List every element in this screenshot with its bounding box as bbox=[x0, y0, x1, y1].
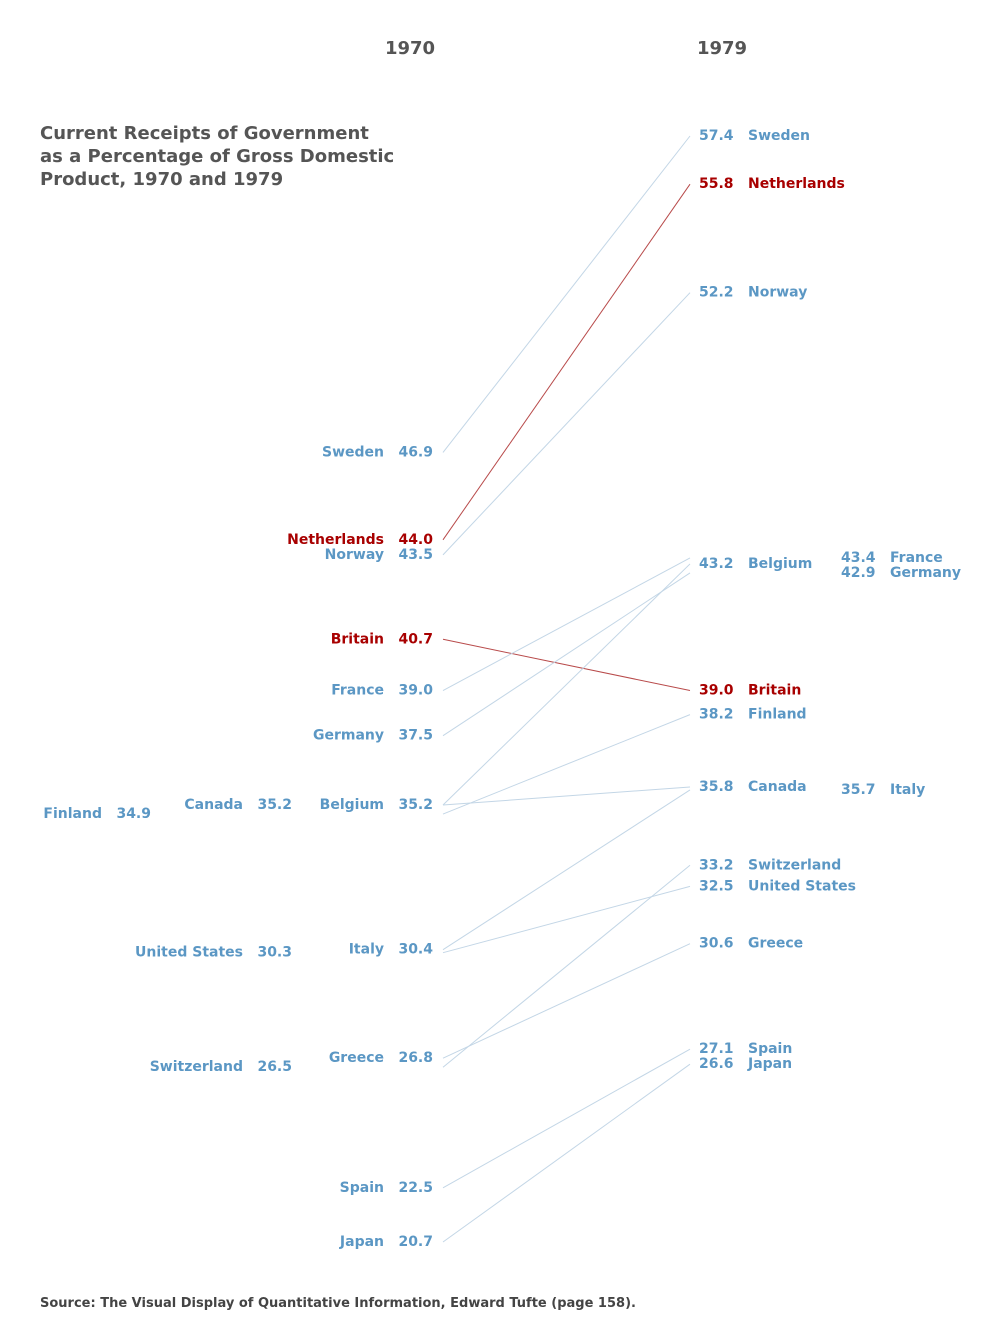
country-label-1970: Italy bbox=[349, 942, 384, 958]
country-label-1970: Switzerland bbox=[150, 1059, 243, 1075]
slope-line bbox=[442, 786, 691, 806]
slope-line bbox=[442, 638, 691, 691]
value-label-1970: 26.8 bbox=[398, 1050, 433, 1066]
country-label-1970: Greece bbox=[329, 1050, 384, 1066]
country-label-1979: Britain bbox=[748, 683, 801, 699]
value-label-1979: 35.7 bbox=[841, 782, 876, 798]
value-label-1979: 39.0 bbox=[699, 683, 734, 699]
country-label-1979: Belgium bbox=[748, 556, 812, 572]
value-label-1970: 40.7 bbox=[398, 631, 433, 647]
value-label-1979: 30.6 bbox=[699, 936, 734, 952]
country-label-1979: Canada bbox=[748, 779, 807, 795]
slope-line bbox=[442, 135, 691, 453]
value-label-1979: 33.2 bbox=[699, 857, 734, 873]
slope-line bbox=[442, 885, 691, 954]
value-label-1970: 20.7 bbox=[398, 1234, 433, 1250]
country-label-1970: Norway bbox=[325, 547, 384, 563]
slope-line bbox=[442, 789, 691, 951]
value-label-1970: 34.9 bbox=[116, 806, 151, 822]
value-label-1970: 26.5 bbox=[257, 1059, 292, 1075]
country-label-1970: Spain bbox=[340, 1180, 384, 1196]
country-label-1970: Canada bbox=[184, 797, 243, 813]
country-label-1970: Britain bbox=[331, 631, 384, 647]
value-label-1979: 52.2 bbox=[699, 285, 734, 301]
value-label-1979: 27.1 bbox=[699, 1041, 734, 1057]
slope-line bbox=[442, 292, 691, 556]
country-label-1970: Finland bbox=[43, 806, 102, 822]
slope-line bbox=[442, 943, 691, 1059]
value-label-1970: 43.5 bbox=[398, 547, 433, 563]
country-label-1979: Italy bbox=[890, 782, 925, 798]
value-label-1979: 32.5 bbox=[699, 878, 734, 894]
value-label-1970: 44.0 bbox=[398, 532, 433, 548]
column-header: 1979 bbox=[697, 38, 747, 59]
value-label-1970: 37.5 bbox=[398, 728, 433, 744]
country-label-1979: Germany bbox=[890, 565, 961, 581]
country-label-1979: Finland bbox=[748, 707, 807, 723]
value-label-1970: 35.2 bbox=[398, 797, 433, 813]
country-label-1970: Japan bbox=[339, 1234, 384, 1250]
slope-line bbox=[442, 183, 691, 541]
value-label-1970: 30.3 bbox=[257, 945, 292, 961]
value-label-1979: 55.8 bbox=[699, 176, 734, 192]
value-label-1979: 43.4 bbox=[841, 550, 876, 566]
value-label-1979: 35.8 bbox=[699, 779, 734, 795]
country-label-1970: Germany bbox=[313, 728, 384, 744]
country-label-1979: Spain bbox=[748, 1041, 792, 1057]
country-label-1979: Sweden bbox=[748, 128, 810, 144]
country-label-1970: Netherlands bbox=[287, 532, 384, 548]
value-label-1970: 46.9 bbox=[398, 444, 433, 460]
value-label-1970: 35.2 bbox=[257, 797, 292, 813]
slope-line bbox=[442, 557, 691, 691]
value-label-1970: 30.4 bbox=[398, 942, 433, 958]
country-label-1979: United States bbox=[748, 878, 856, 894]
country-label-1970: Sweden bbox=[322, 444, 384, 460]
value-label-1979: 38.2 bbox=[699, 707, 734, 723]
value-label-1970: 22.5 bbox=[398, 1180, 433, 1196]
country-label-1979: Norway bbox=[748, 285, 807, 301]
country-label-1979: France bbox=[890, 550, 943, 566]
country-label-1979: Netherlands bbox=[748, 176, 845, 192]
slope-line bbox=[442, 864, 691, 1068]
slope-line bbox=[442, 1063, 691, 1243]
value-label-1979: 43.2 bbox=[699, 556, 734, 572]
value-label-1970: 39.0 bbox=[398, 683, 433, 699]
country-label-1970: France bbox=[331, 683, 384, 699]
slope-line bbox=[442, 572, 691, 737]
source-note: Source: The Visual Display of Quantitati… bbox=[40, 1296, 636, 1311]
country-label-1979: Switzerland bbox=[748, 857, 841, 873]
slope-line bbox=[442, 714, 691, 815]
country-label-1970: United States bbox=[135, 945, 243, 961]
value-label-1979: 42.9 bbox=[841, 565, 876, 581]
chart-title: Current Receipts of Government as a Perc… bbox=[40, 123, 395, 190]
country-label-1979: Japan bbox=[747, 1056, 792, 1072]
value-label-1979: 57.4 bbox=[699, 128, 734, 144]
value-label-1979: 26.6 bbox=[699, 1056, 734, 1072]
country-label-1979: Greece bbox=[748, 936, 803, 952]
country-label-1970: Belgium bbox=[320, 797, 384, 813]
column-header: 1970 bbox=[385, 38, 435, 59]
slope-line bbox=[442, 563, 691, 806]
slope-line bbox=[442, 1048, 691, 1189]
